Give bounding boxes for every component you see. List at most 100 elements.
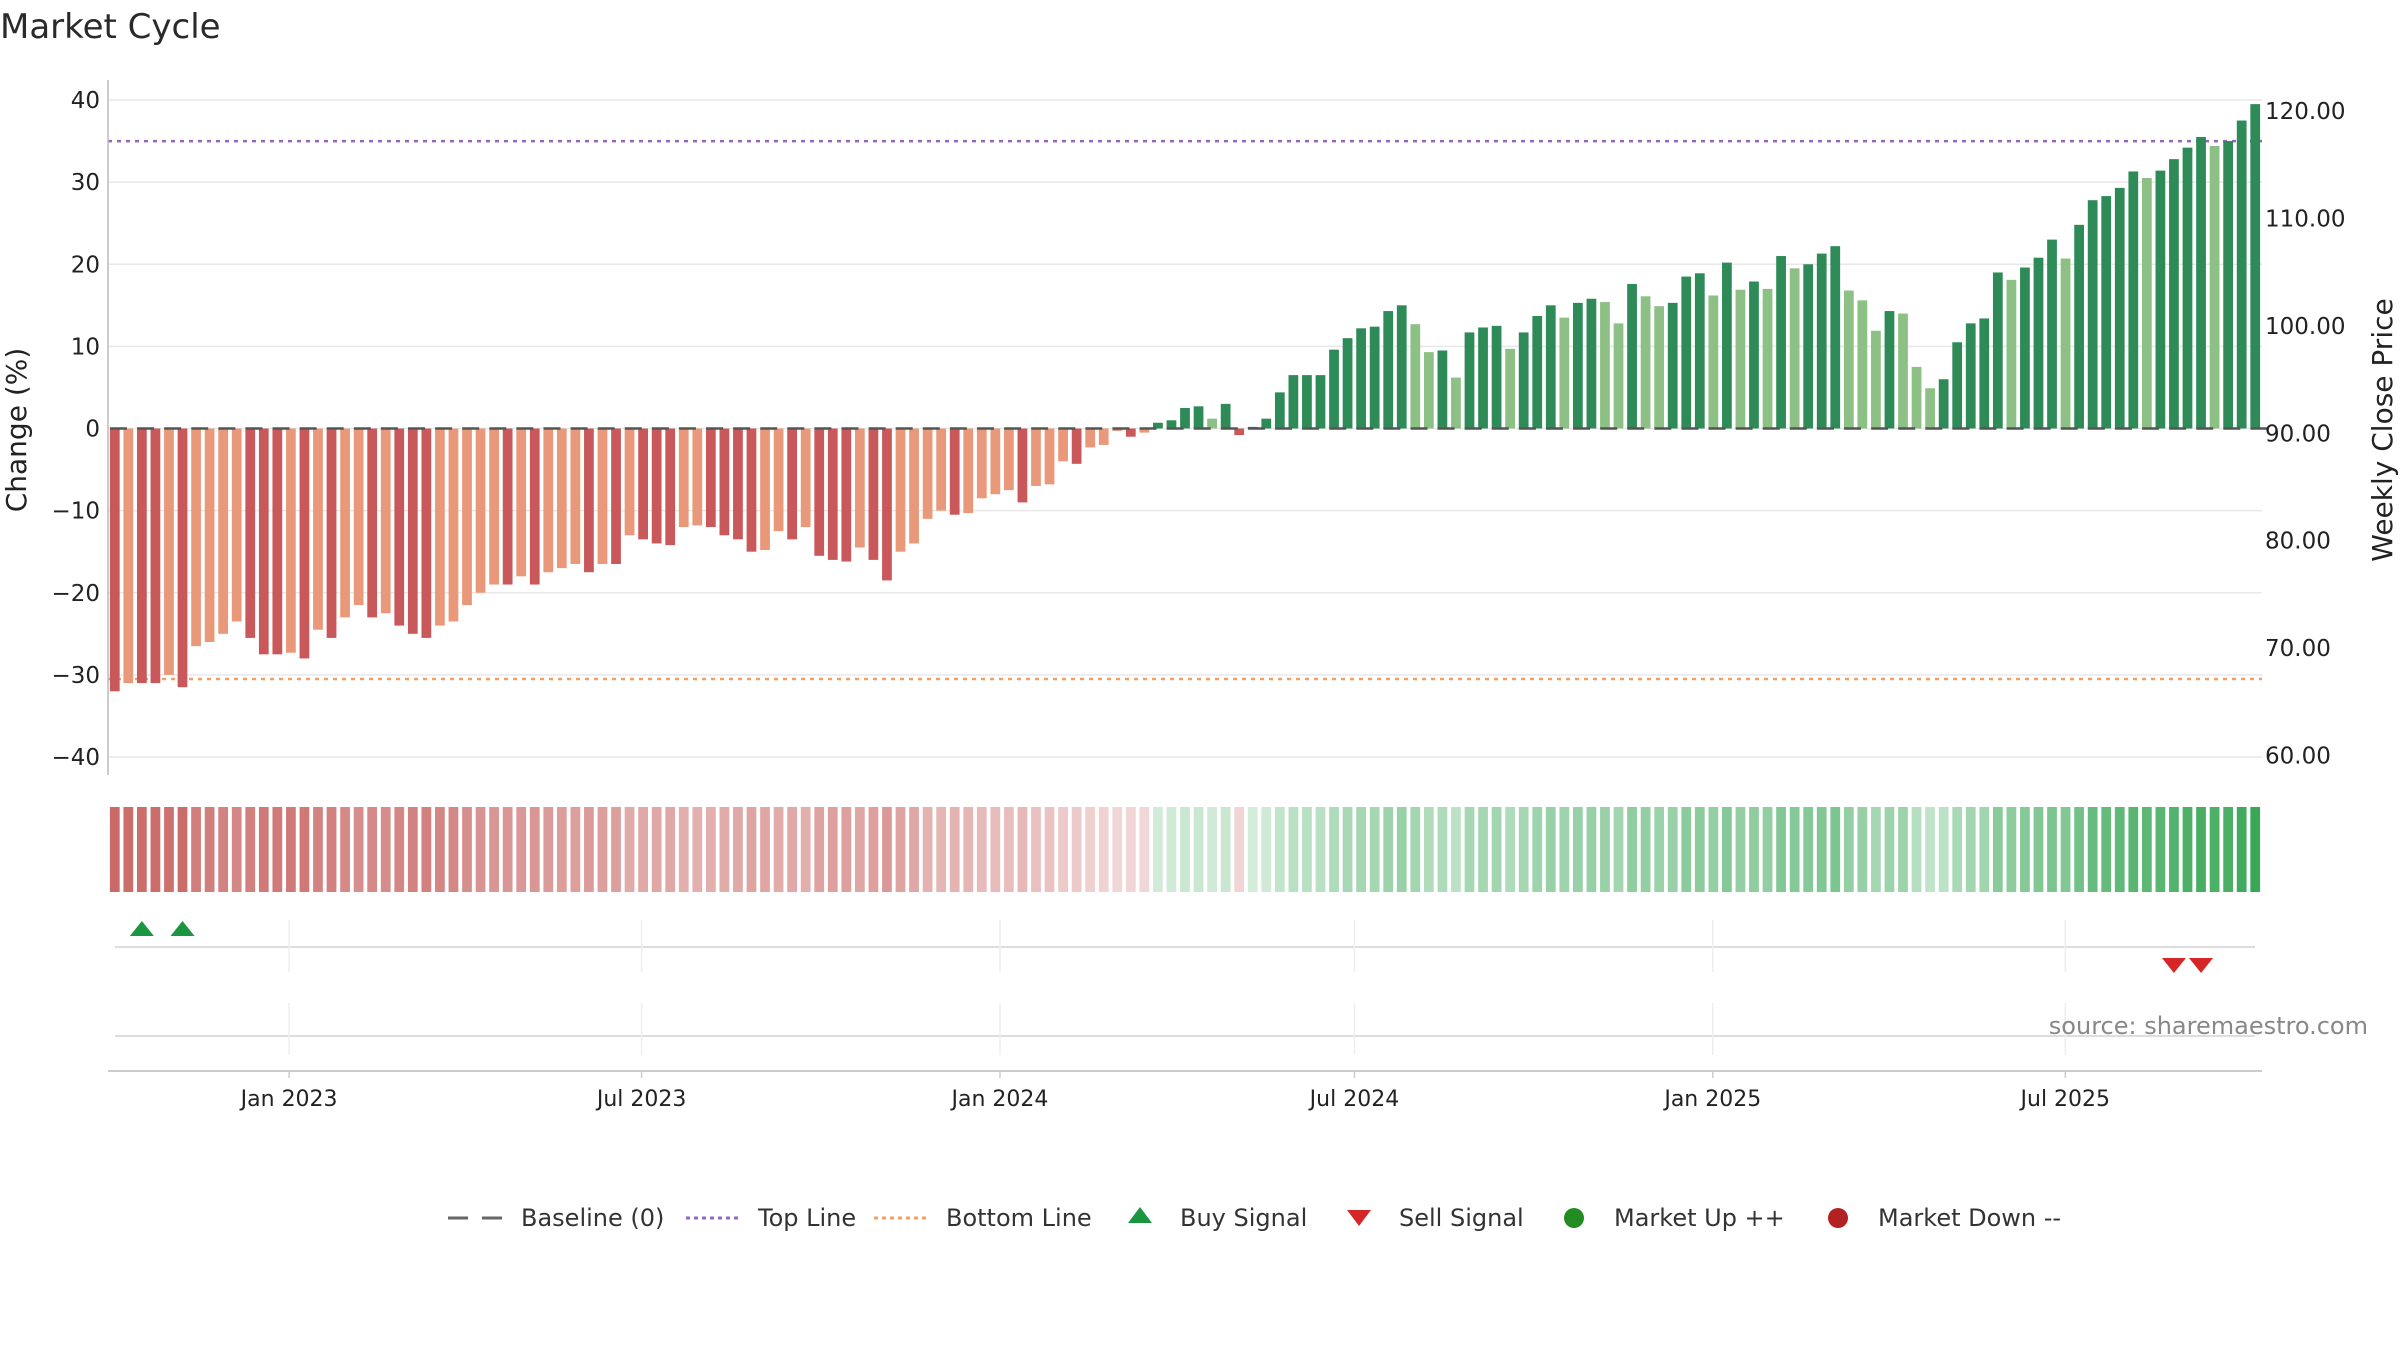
change-bar	[1613, 323, 1624, 429]
change-bar	[1071, 428, 1082, 464]
change-bar	[367, 428, 378, 618]
strip-cell	[529, 807, 540, 892]
strip-cell	[489, 807, 499, 892]
strip-cell	[2209, 807, 2220, 892]
change-bar	[705, 428, 716, 528]
change-bar	[394, 428, 405, 626]
change-bar	[1423, 352, 1434, 429]
change-bar	[584, 428, 594, 573]
right-tick-label: 90.00	[2265, 421, 2331, 447]
strip-cell	[1952, 807, 1963, 892]
strip-cell	[1098, 807, 1109, 892]
change-bar	[136, 428, 147, 684]
strip-cell	[1843, 807, 1854, 892]
change-bar	[2060, 258, 2071, 429]
change-bar	[651, 428, 662, 544]
strip-cell	[1898, 807, 1908, 892]
strip-cell	[1613, 807, 1624, 892]
change-bar	[1789, 268, 1800, 429]
change-bar	[1058, 428, 1068, 462]
change-bar	[109, 428, 120, 692]
change-bar	[1654, 306, 1665, 429]
change-bar	[1871, 330, 1881, 429]
strip-cell	[1193, 807, 1204, 892]
legend-item: Sell Signal	[1347, 1204, 1524, 1232]
change-bar	[2087, 200, 2098, 429]
strip-cell	[1803, 807, 1814, 892]
change-bar	[841, 428, 852, 562]
change-bar	[1992, 272, 2003, 429]
right-tick-label: 100.00	[2265, 314, 2345, 340]
change-bar	[2033, 257, 2044, 429]
change-bar	[638, 428, 648, 540]
change-bar	[1356, 328, 1366, 429]
change-bar	[1884, 311, 1895, 429]
strip-cell	[2169, 807, 2179, 892]
change-bar	[1125, 428, 1136, 437]
strip-cell	[1938, 807, 1949, 892]
strip-cell	[1776, 807, 1786, 892]
change-bar	[1518, 332, 1529, 429]
strip-cell	[421, 807, 432, 892]
strip-cell	[2074, 807, 2084, 892]
change-bar	[570, 428, 581, 565]
strip-cell	[1410, 807, 1421, 892]
change-bar	[529, 428, 540, 585]
strip-cell	[123, 807, 134, 892]
strip-cell	[1627, 807, 1637, 892]
strip-cell	[326, 807, 337, 892]
strip-cell	[882, 807, 892, 892]
change-bar	[2155, 170, 2166, 429]
legend-circle-icon	[1828, 1208, 1848, 1228]
change-bar	[2250, 104, 2261, 429]
change-bar	[1694, 273, 1705, 429]
left-tick-label: 30	[71, 170, 100, 196]
strip-cell	[597, 807, 608, 892]
strip-cell	[1464, 807, 1475, 892]
legend-item: Market Down --	[1828, 1204, 2061, 1232]
legend-triangle-down-icon	[1347, 1210, 1371, 1226]
strip-cell	[760, 807, 770, 892]
change-bar	[286, 428, 296, 653]
strip-cell	[1667, 807, 1678, 892]
strip-cell	[2236, 807, 2247, 892]
strip-cell	[1925, 807, 1935, 892]
change-bar	[1261, 418, 1272, 429]
change-bar	[313, 428, 323, 630]
strip-cell	[1749, 807, 1759, 892]
strip-cell	[1518, 807, 1529, 892]
strip-cell	[1274, 807, 1285, 892]
change-bar	[800, 428, 811, 528]
change-bar	[123, 428, 134, 684]
strip-cell	[922, 807, 933, 892]
change-bar	[665, 428, 676, 546]
strip-cell	[2060, 807, 2071, 892]
change-bar	[1586, 298, 1597, 429]
change-bar	[2169, 159, 2179, 429]
legend-label: Sell Signal	[1399, 1204, 1524, 1232]
change-bar	[1857, 300, 1868, 429]
change-bar	[2236, 120, 2247, 429]
strip-cell	[1396, 807, 1407, 892]
strip-cell	[976, 807, 987, 892]
strip-cell	[1261, 807, 1272, 892]
sell-signal-marker	[2161, 958, 2186, 973]
change-bar	[1749, 281, 1759, 429]
strip-cell	[1640, 807, 1651, 892]
change-bar	[1085, 428, 1096, 448]
right-tick-label: 70.00	[2265, 636, 2331, 662]
change-bar	[1234, 428, 1245, 436]
change-bar	[2128, 171, 2139, 429]
strip-cell	[1207, 807, 1217, 892]
change-bar	[922, 428, 933, 519]
strip-cell	[1965, 807, 1976, 892]
change-bar	[624, 428, 635, 536]
change-bar	[1965, 323, 1976, 429]
strip-cell	[1600, 807, 1610, 892]
change-bar	[435, 428, 445, 626]
change-bar	[448, 428, 459, 622]
change-bar	[1898, 313, 1908, 429]
change-bar	[1410, 324, 1421, 429]
strip-cell	[1532, 807, 1543, 892]
strip-cell	[895, 807, 906, 892]
